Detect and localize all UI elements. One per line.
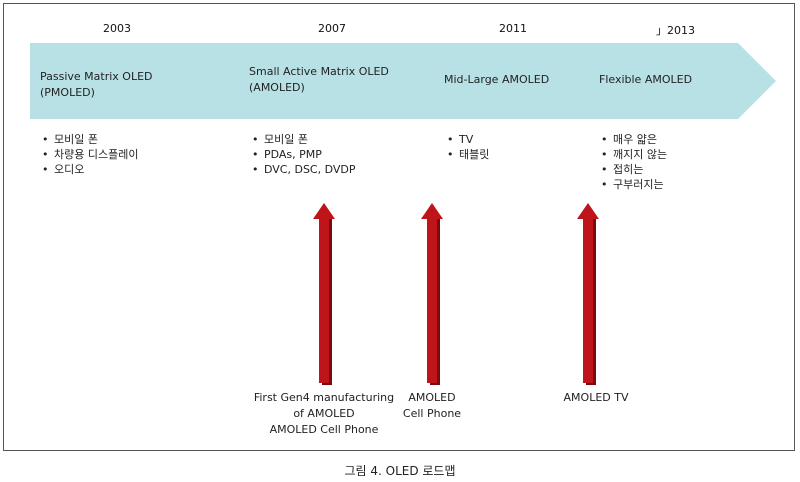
figure-caption: 그림 4. OLED 로드맵 xyxy=(344,464,456,478)
list-item: DVC, DSC, DVDP xyxy=(250,162,356,177)
list-item: 모비일 폰 xyxy=(40,132,138,147)
milestone-arrow-2007 xyxy=(313,203,335,385)
list-item: 태블릿 xyxy=(445,147,489,162)
year-2003: 2003 xyxy=(103,22,131,35)
milestone-note-2007: First Gen4 manufacturing of AMOLED AMOLE… xyxy=(253,391,395,436)
list-item: 오디오 xyxy=(40,162,138,177)
list-item: 차량용 디스플레이 xyxy=(40,147,138,162)
year-2007: 2007 xyxy=(318,22,346,35)
phase-pmoled-list: 모비일 폰 차량용 디스플레이 오디오 xyxy=(40,132,138,177)
phase-mid-large-amoled-list: TV 태블릿 xyxy=(445,132,489,162)
phase-pmoled-title: Passive Matrix OLED (PMOLED) xyxy=(40,70,153,99)
list-item: PDAs, PMP xyxy=(250,147,356,162)
list-item: 매우 얇은 xyxy=(599,132,667,147)
phase-small-amoled-list: 모비일 폰 PDAs, PMP DVC, DSC, DVDP xyxy=(250,132,356,177)
milestone-note-2011: AMOLED Cell Phone xyxy=(402,391,462,420)
year-2013: 」2013 xyxy=(656,24,695,37)
milestone-arrow-2013 xyxy=(577,203,599,385)
phase-mid-large-amoled-title: Mid-Large AMOLED xyxy=(444,73,550,86)
list-item: 구부러지는 xyxy=(599,177,667,192)
phase-flexible-amoled-title: Flexible AMOLED xyxy=(599,73,693,86)
list-item: 접히는 xyxy=(599,162,667,177)
list-item: TV xyxy=(445,132,489,147)
list-item: 깨지지 않는 xyxy=(599,147,667,162)
timeline-band xyxy=(30,43,776,119)
list-item: 모비일 폰 xyxy=(250,132,356,147)
milestone-note-2013: AMOLED TV xyxy=(563,391,629,404)
phase-small-amoled-title: Small Active Matrix OLED (AMOLED) xyxy=(249,65,389,94)
phase-flexible-amoled-list: 매우 얇은 깨지지 않는 접히는 구부러지는 xyxy=(599,132,667,192)
milestone-arrow-2011 xyxy=(421,203,443,385)
figure-frame xyxy=(3,3,795,451)
year-2011: 2011 xyxy=(499,22,527,35)
